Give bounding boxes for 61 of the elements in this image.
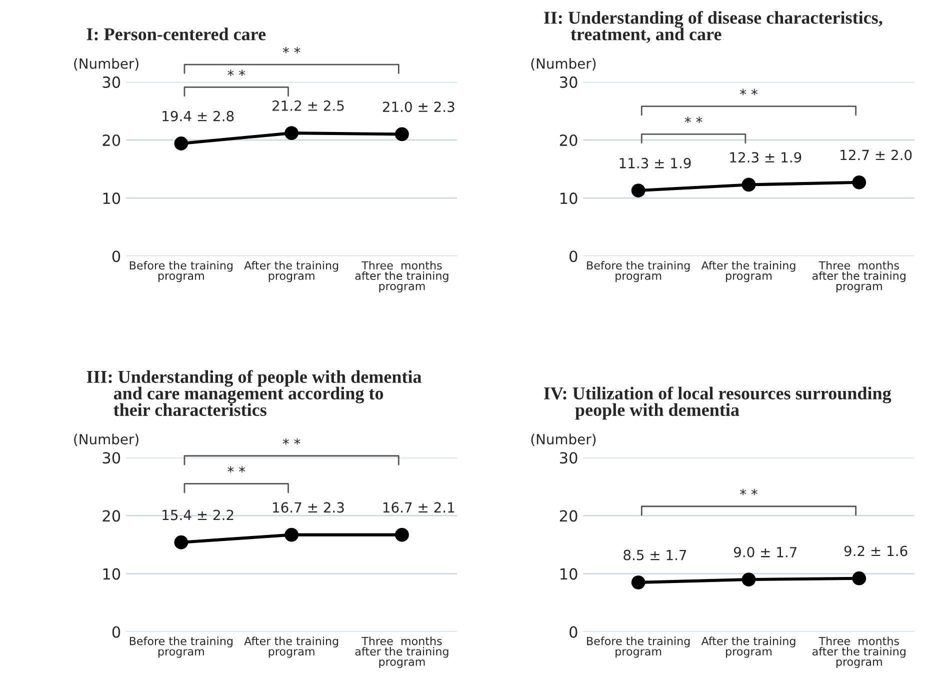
x-tick-label: Before the training program bbox=[587, 636, 690, 658]
data-label: 21.0 ± 2.3 bbox=[382, 102, 454, 112]
data-label: 16.7 ± 2.1 bbox=[383, 502, 454, 513]
annotation: * * bbox=[740, 88, 758, 96]
y-axis-title: (Number) bbox=[531, 58, 596, 70]
data-label: 9.0 ± 1.7 bbox=[734, 546, 797, 558]
annotation: * * bbox=[228, 466, 246, 473]
data-label: 19.4 ± 2.8 bbox=[162, 110, 234, 122]
x-tick-label: Before the training program bbox=[130, 260, 232, 282]
text: * * bbox=[228, 70, 246, 76]
point bbox=[284, 126, 299, 140]
chart-title: IV: Utilization of local resources surrounding people with dementia bbox=[544, 386, 892, 420]
x-tick-label: After the training program bbox=[701, 636, 796, 658]
chart-title: I: Person-centered care bbox=[86, 28, 266, 40]
x-tick-label: Three months after the training program bbox=[355, 636, 448, 668]
point bbox=[174, 136, 188, 150]
data-label: 11.3 ± 1.9 bbox=[620, 158, 691, 168]
data-label: 15.4 ± 2.2 bbox=[162, 510, 234, 520]
y-tick-label: 20 bbox=[102, 510, 120, 522]
chart-title: II: Understanding of disease characteristics, treatment, and care bbox=[544, 10, 882, 43]
text: * * bbox=[282, 46, 300, 54]
x-tick-label: Three months after the training program bbox=[812, 636, 906, 668]
x-tick-label: After the training program bbox=[244, 636, 338, 658]
x-tick-label: Three months after the training program bbox=[355, 260, 448, 292]
data-label: 16.7 ± 2.3 bbox=[273, 502, 344, 513]
data-label: 8.5 ± 1.7 bbox=[624, 550, 686, 560]
point bbox=[742, 178, 756, 192]
data-label: 21.2 ± 2.5 bbox=[272, 100, 344, 111]
y-tick-label: 30 bbox=[102, 76, 120, 88]
y-tick-label: 10 bbox=[103, 568, 120, 580]
annotation: * * bbox=[740, 488, 758, 496]
y-axis-title: (Number) bbox=[74, 434, 138, 446]
y-tick-label: 10 bbox=[560, 192, 578, 204]
x-tick-label: Three months after the training program bbox=[812, 260, 906, 292]
y-tick-label: 30 bbox=[560, 452, 578, 464]
y-tick-label: 20 bbox=[560, 134, 578, 146]
x-tick-label: After the training program bbox=[701, 260, 796, 282]
point bbox=[852, 175, 866, 190]
chart-title: III: Understanding of people with dementia and care management according to their characteristics bbox=[86, 370, 422, 416]
y-tick-label: 10 bbox=[103, 192, 120, 204]
y-tick-label: 0 bbox=[570, 250, 578, 262]
y-tick-label: 10 bbox=[560, 568, 578, 580]
x-tick-label: Before the training program bbox=[587, 260, 690, 282]
point bbox=[395, 127, 409, 142]
y-tick-label: 30 bbox=[560, 76, 578, 88]
x-tick-label: Before the training program bbox=[130, 636, 232, 658]
y-tick-label: 20 bbox=[560, 510, 578, 522]
data-label: 12.3 ± 1.9 bbox=[730, 152, 802, 163]
y-tick-label: 30 bbox=[102, 452, 120, 464]
y-axis-title: (Number) bbox=[531, 434, 596, 446]
point bbox=[631, 184, 646, 198]
annotation: * * bbox=[684, 116, 702, 123]
y-tick-label: 0 bbox=[570, 626, 578, 638]
y-tick-label: 20 bbox=[102, 134, 120, 146]
y-tick-label: 0 bbox=[112, 626, 120, 638]
text: * * bbox=[282, 438, 300, 445]
data-label: 12.7 ± 2.0 bbox=[840, 150, 912, 160]
y-axis-title: (Number) bbox=[74, 58, 138, 70]
x-tick-label: After the training program bbox=[244, 260, 338, 282]
y-tick-label: 0 bbox=[112, 250, 120, 262]
data-label: 9.2 ± 1.6 bbox=[844, 546, 908, 556]
